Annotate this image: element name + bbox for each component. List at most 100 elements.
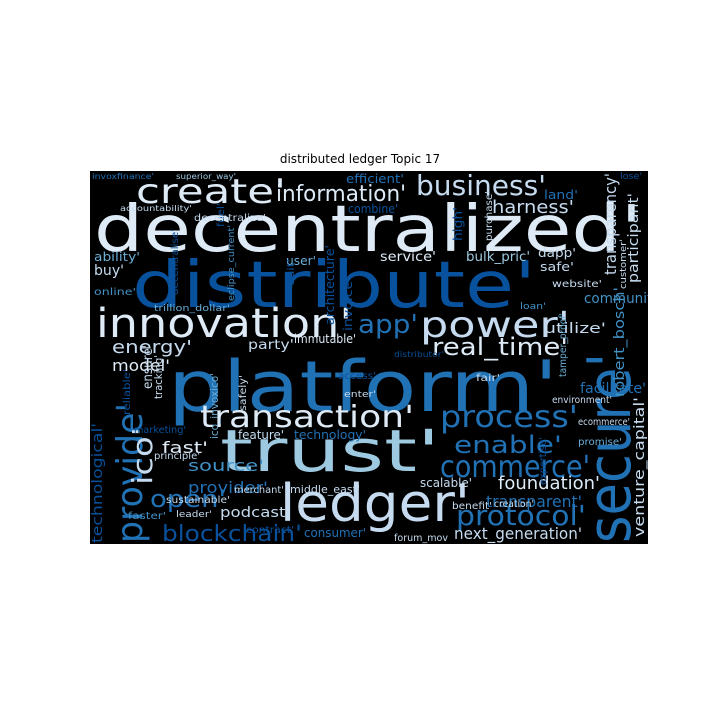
- word-community: community': [584, 291, 648, 307]
- word-superior-way: superior_way': [176, 172, 236, 181]
- word-distributor: distributor': [394, 350, 444, 359]
- word-fair: fair': [476, 373, 500, 384]
- word-safely: safely': [238, 375, 249, 411]
- word-blockchain: blockchain': [162, 522, 302, 544]
- word-online: online': [94, 287, 136, 298]
- word-decentralise: decentralise': [170, 229, 181, 295]
- word-reliable: reliable': [122, 369, 133, 415]
- word-scalable: scalable': [420, 476, 472, 490]
- word-faster: faster': [128, 511, 166, 522]
- word-enter: enter': [344, 390, 376, 400]
- word-fast: fast': [162, 438, 208, 457]
- word-merchant: merchant': [234, 485, 284, 496]
- word-information: information': [276, 182, 406, 207]
- word-venture-capital: venture_capital': [632, 397, 648, 537]
- word-technology: technology': [294, 428, 366, 442]
- word-utilize: utilize': [544, 321, 606, 337]
- word-platform: platform': [168, 346, 558, 428]
- word-environment: environment': [552, 395, 612, 406]
- word-contract: contract': [246, 525, 294, 536]
- word-accountability: accountability': [120, 204, 192, 213]
- word-customer: customer': [619, 239, 629, 289]
- word-purchase: purchase': [484, 191, 495, 241]
- word-tamper-proof: tamper_proof': [558, 313, 569, 377]
- chart-title: distributed ledger Topic 17: [279, 152, 441, 166]
- word-protocol: protocol': [456, 499, 586, 532]
- word-harness: harness': [492, 197, 574, 218]
- word-consumer: consumer': [304, 526, 366, 540]
- word-process: process': [440, 400, 578, 435]
- word-next-generation: next_generation': [454, 524, 582, 544]
- word-land: land': [544, 188, 578, 202]
- word-open: open': [150, 485, 226, 513]
- word-enable: enable': [454, 431, 562, 459]
- word-suit: suit': [286, 259, 297, 285]
- word-principle: principle': [154, 451, 200, 462]
- word-ico-invoxico: ico_invoxico': [208, 373, 221, 439]
- word-foundation: foundation': [498, 473, 600, 494]
- word-lose: lose': [620, 172, 642, 182]
- word-invoxfinance: invoxfinance': [92, 172, 154, 181]
- word-access: access': [338, 371, 376, 382]
- word-tracking: tracking': [152, 355, 165, 399]
- word-architecture: architecture': [323, 245, 337, 325]
- word-website: website': [552, 279, 602, 290]
- word-efficient: efficient': [346, 172, 404, 186]
- word-ensure: ensure': [141, 345, 156, 389]
- word-invoice: invoice': [341, 277, 355, 331]
- word-trillion-dollar: trillion_dollar': [154, 304, 230, 314]
- word-provide: provide': [110, 403, 151, 543]
- word-provider: provider': [188, 478, 268, 497]
- word-power: power': [420, 305, 570, 346]
- word-app: app': [358, 310, 418, 340]
- word-transaction: transaction': [200, 400, 414, 435]
- word-leader: leader': [176, 510, 212, 520]
- word-bulk-pric: bulk_pric': [466, 250, 530, 265]
- word-immutable: immutable': [294, 332, 356, 346]
- word-ico: ico': [126, 427, 159, 485]
- word-loan: loan': [520, 302, 546, 312]
- word-decentralized: decentralized': [94, 193, 642, 267]
- word-marketing: marketing': [134, 425, 186, 436]
- word-trust: trust': [220, 417, 440, 485]
- word-secure: secure': [575, 353, 645, 543]
- word-ecommerce: ecommerce': [578, 417, 630, 428]
- word-forum-mov: forum_mov: [394, 533, 448, 544]
- word-energy: energy': [112, 337, 192, 358]
- word-fuel: fuel': [216, 203, 227, 227]
- word-podcast: podcast': [220, 505, 290, 521]
- word-create: create': [136, 172, 286, 212]
- word-cloud: decentralized' distribute' platform' trust'…: [90, 171, 648, 544]
- word-model: model': [112, 356, 170, 375]
- word-facilitate: facilitate': [580, 381, 646, 397]
- word-business: business': [416, 171, 546, 202]
- word-feature: feature': [238, 428, 284, 442]
- word-expertise: expertise': [538, 437, 549, 485]
- word-ability: ability': [94, 250, 140, 264]
- word-dapp: dapp': [538, 246, 576, 260]
- word-commerce: commerce': [440, 450, 590, 485]
- word-benefit: benefit': [452, 501, 492, 512]
- word-sustainable: sustainable': [166, 495, 230, 506]
- word-party: party': [248, 338, 294, 353]
- word-safe: safe': [540, 260, 574, 274]
- word-combine: combine': [348, 202, 398, 216]
- word-transparent: transparent': [486, 492, 582, 511]
- word-high: high': [451, 207, 465, 241]
- word-real-time: real_time': [432, 333, 568, 361]
- word-decentralize: decentralize': [194, 213, 266, 224]
- word-middle-east: middle_east': [290, 483, 360, 496]
- word-promise: promise': [578, 437, 622, 448]
- word-robert-bosch: robert_bosch': [612, 287, 628, 397]
- word-service: service': [380, 250, 436, 265]
- word-distribute: distribute': [132, 249, 536, 323]
- word-innovation: innovation': [96, 301, 352, 347]
- word-source: source': [188, 456, 264, 475]
- word-transparency: transparency': [601, 173, 620, 275]
- word-technological: technological': [90, 423, 106, 543]
- word-buy: buy': [94, 263, 124, 279]
- word-participant: participant': [626, 193, 642, 283]
- word-user: user': [286, 254, 316, 268]
- word-eclipse-current: eclipse_current': [227, 225, 237, 301]
- word-cloud-canvas: decentralized'distribute' platform'trust'…: [90, 171, 648, 544]
